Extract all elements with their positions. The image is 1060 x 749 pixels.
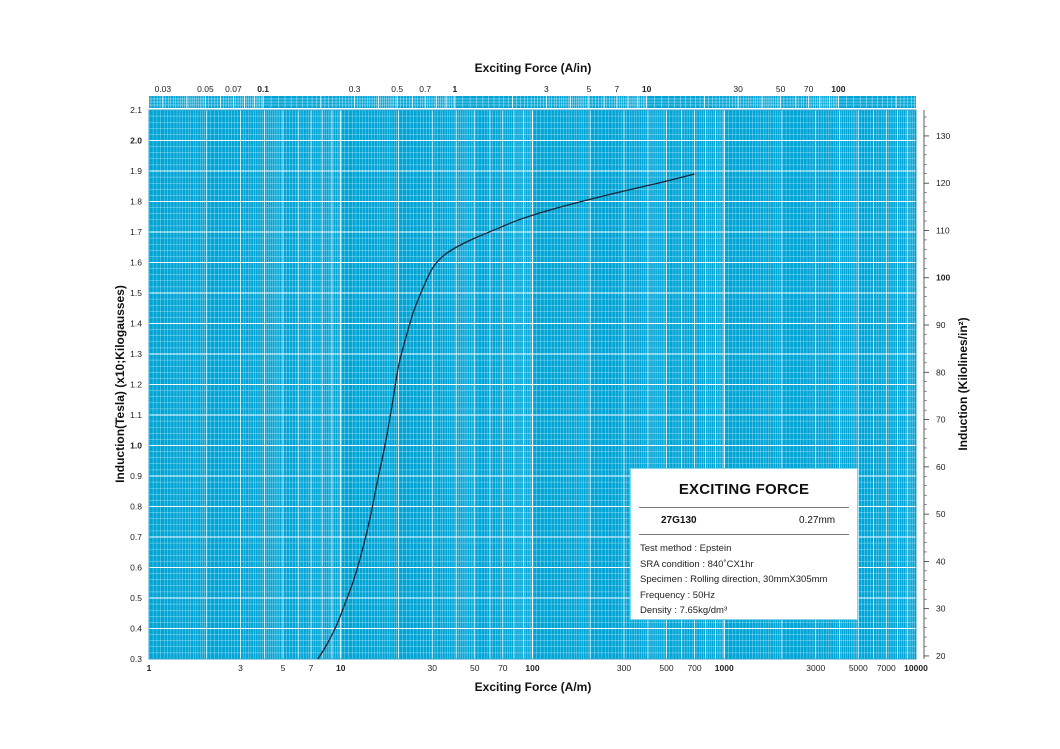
top-tick-label: 0.5 <box>391 84 403 94</box>
bottom-tick-label: 70 <box>498 663 508 673</box>
left-tick-label: 1.5 <box>130 288 142 298</box>
left-tick-label: 1.9 <box>130 166 142 176</box>
top-tick-label: 0.05 <box>197 84 214 94</box>
left-tick-label: 1.6 <box>130 258 142 268</box>
left-tick-label: 0.9 <box>130 471 142 481</box>
bottom-tick-label: 1 <box>147 663 152 673</box>
right-tick-label: 20 <box>936 651 946 661</box>
bottom-tick-label: 3 <box>238 663 243 673</box>
top-tick-label: 30 <box>733 84 743 94</box>
left-tick-label: 2.1 <box>130 105 142 115</box>
bottom-tick-label: 50 <box>470 663 480 673</box>
bottom-axis-title: Exciting Force (A/m) <box>475 680 592 694</box>
top-tick-label: 1 <box>453 84 458 94</box>
right-tick-label: 130 <box>936 131 950 141</box>
left-tick-label: 0.7 <box>130 532 142 542</box>
legend-info-line: Frequency : 50Hz <box>640 589 715 601</box>
top-tick-label: 0.07 <box>225 84 242 94</box>
bottom-tick-label: 10 <box>336 663 346 673</box>
bottom-tick-label: 5 <box>281 663 286 673</box>
legend-info: Test method : Epstein SRA condition : 84… <box>640 541 827 619</box>
right-tick-label: 110 <box>936 225 950 235</box>
left-tick-label: 1.7 <box>130 227 142 237</box>
top-tick-label: 70 <box>804 84 814 94</box>
bottom-tick-label: 300 <box>617 663 631 673</box>
left-tick-label: 0.5 <box>130 593 142 603</box>
bottom-tick-label: 7000 <box>877 663 896 673</box>
top-tick-label: 0.7 <box>419 84 431 94</box>
right-axis-title: Induction (Kilolines/in²) <box>956 317 970 450</box>
top-tick-label: 3 <box>544 84 549 94</box>
legend-divider <box>639 507 849 508</box>
left-tick-label: 1.1 <box>130 410 142 420</box>
right-tick-label: 30 <box>936 604 946 614</box>
bh-curve-series <box>317 173 695 660</box>
left-axis-title: Induction(Tesla) (x10;Kilogausses) <box>113 285 127 483</box>
legend-info-line: Density : 7.65kg/dm³ <box>640 605 728 617</box>
bottom-tick-label: 7 <box>309 663 314 673</box>
tick-labels: 1 3 5 7 10 30 50 70 100 300 500 700 1000 3000 5000 7000… <box>130 84 950 673</box>
right-tick-label: 50 <box>936 509 946 519</box>
top-tick-label: 10 <box>642 84 652 94</box>
top-tick-label: 0.1 <box>257 84 269 94</box>
top-tick-label: 0.03 <box>155 84 172 94</box>
bottom-tick-label: 500 <box>659 663 673 673</box>
bottom-tick-label: 30 <box>428 663 438 673</box>
top-tick-label: 100 <box>831 84 845 94</box>
left-tick-label: 1.0 <box>130 441 142 451</box>
left-tick-label: 0.8 <box>130 502 142 512</box>
left-tick-label: 1.3 <box>130 349 142 359</box>
right-tick-label: 60 <box>936 462 946 472</box>
left-tick-label: 0.4 <box>130 624 142 634</box>
left-tick-label: 0.3 <box>130 654 142 664</box>
top-axis-grid <box>149 96 916 108</box>
left-tick-label: 1.8 <box>130 197 142 207</box>
left-tick-label: 0.6 <box>130 563 142 573</box>
top-axis-title: Exciting Force (A/in) <box>475 61 592 75</box>
left-tick-label: 1.2 <box>130 380 142 390</box>
bottom-tick-label: 10000 <box>904 663 928 673</box>
legend-title: EXCITING FORCE <box>678 481 810 498</box>
right-tick-label: 70 <box>936 415 946 425</box>
bottom-tick-label: 100 <box>525 663 539 673</box>
legend-info-line: Specimen : Rolling direction, 30mmX305mm <box>640 574 828 586</box>
top-tick-label: 5 <box>587 84 592 94</box>
plot-frame <box>148 109 917 660</box>
top-tick-label: 50 <box>776 84 786 94</box>
bottom-tick-label: 1000 <box>715 663 734 673</box>
bottom-tick-label: 700 <box>687 663 701 673</box>
legend-grade: 27G130 <box>661 515 697 526</box>
right-tick-label: 120 <box>936 178 950 188</box>
top-tick-label: 0.3 <box>349 84 361 94</box>
right-tick-label: 90 <box>936 320 946 330</box>
right-tick-label: 40 <box>936 556 946 566</box>
legend-info-line: SRA condition : 840˚CX1hr <box>640 558 754 570</box>
bottom-tick-label: 5000 <box>849 663 868 673</box>
bottom-tick-label: 3000 <box>806 663 825 673</box>
left-tick-label: 2.0 <box>130 136 142 146</box>
top-tick-label: 7 <box>615 84 620 94</box>
legend-divider <box>639 534 849 535</box>
legend-info-line: Test method : Epstein <box>640 543 732 554</box>
legend-thickness: 0.27mm <box>799 515 836 526</box>
right-tick-label: 100 <box>936 273 950 283</box>
right-tick-label: 80 <box>936 367 946 377</box>
legend-box: EXCITING FORCE 27G130 0.27mm Test method… <box>630 468 858 620</box>
left-tick-label: 1.4 <box>130 319 142 329</box>
tick-marks <box>923 110 929 659</box>
